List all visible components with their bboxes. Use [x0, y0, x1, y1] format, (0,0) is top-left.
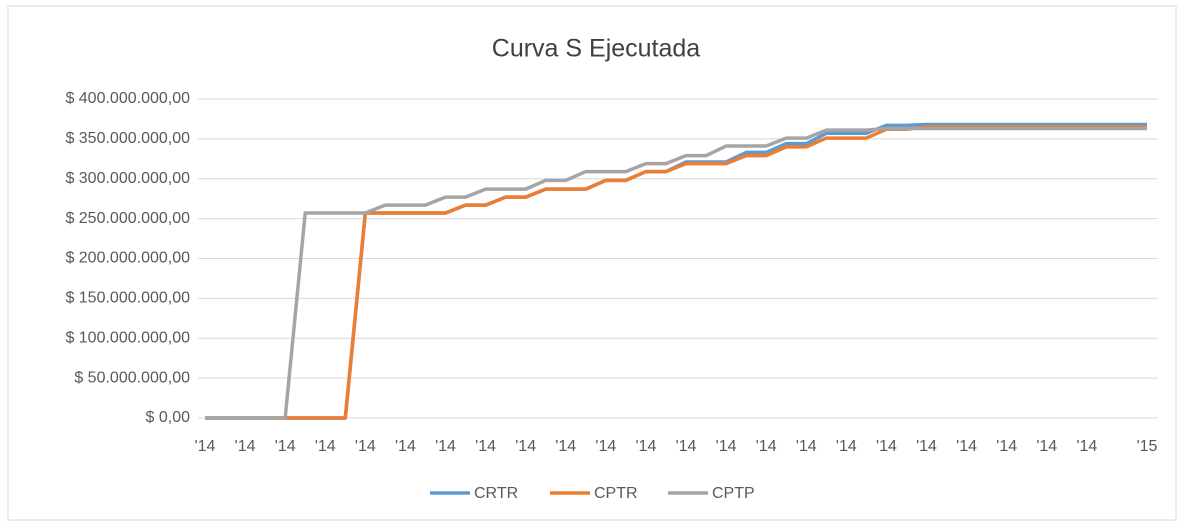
x-tick-label: '14 [315, 438, 336, 455]
x-tick-label: '14 [195, 438, 216, 455]
x-tick-label: '14 [996, 438, 1017, 455]
legend-label: CPTP [712, 485, 755, 502]
chart-border [7, 5, 1177, 521]
x-tick-label: '14 [595, 438, 616, 455]
x-tick-label: '14 [716, 438, 737, 455]
y-tick-label: $ 100.000.000,00 [65, 329, 190, 346]
y-tick-label: $ 300.000.000,00 [65, 170, 190, 187]
x-tick-label: '14 [636, 438, 657, 455]
x-tick-label: '14 [435, 438, 456, 455]
x-tick-label: '14 [235, 438, 256, 455]
x-tick-label: '14 [555, 438, 576, 455]
x-tick-label: '14 [1076, 438, 1097, 455]
y-tick-label: $ 50.000.000,00 [74, 369, 190, 386]
legend-label: CRTR [474, 485, 518, 502]
x-tick-label: '14 [1036, 438, 1057, 455]
x-tick-label: '14 [355, 438, 376, 455]
y-tick-label: $ 0,00 [146, 409, 191, 426]
x-tick-label: '14 [956, 438, 977, 455]
x-tick-label: '14 [876, 438, 897, 455]
x-tick-label: '14 [916, 438, 937, 455]
y-tick-label: $ 350.000.000,00 [65, 130, 190, 147]
y-tick-label: $ 200.000.000,00 [65, 250, 190, 267]
x-tick-label: '14 [836, 438, 857, 455]
x-tick-label: '14 [515, 438, 536, 455]
y-tick-label: $ 250.000.000,00 [65, 210, 190, 227]
x-tick-label: '14 [395, 438, 416, 455]
y-tick-label: $ 150.000.000,00 [65, 290, 190, 307]
chart-title: Curva S Ejecutada [492, 35, 701, 63]
y-tick-label: $ 400.000.000,00 [65, 90, 190, 107]
x-tick-label: '14 [756, 438, 777, 455]
x-tick-label: '14 [475, 438, 496, 455]
x-tick-label: '14 [676, 438, 697, 455]
x-tick-label: '14 [796, 438, 817, 455]
series-line [205, 126, 1147, 420]
x-tick-label: '15 [1137, 438, 1158, 455]
legend-label: CPTR [594, 485, 638, 502]
x-tick-label: '14 [275, 438, 296, 455]
